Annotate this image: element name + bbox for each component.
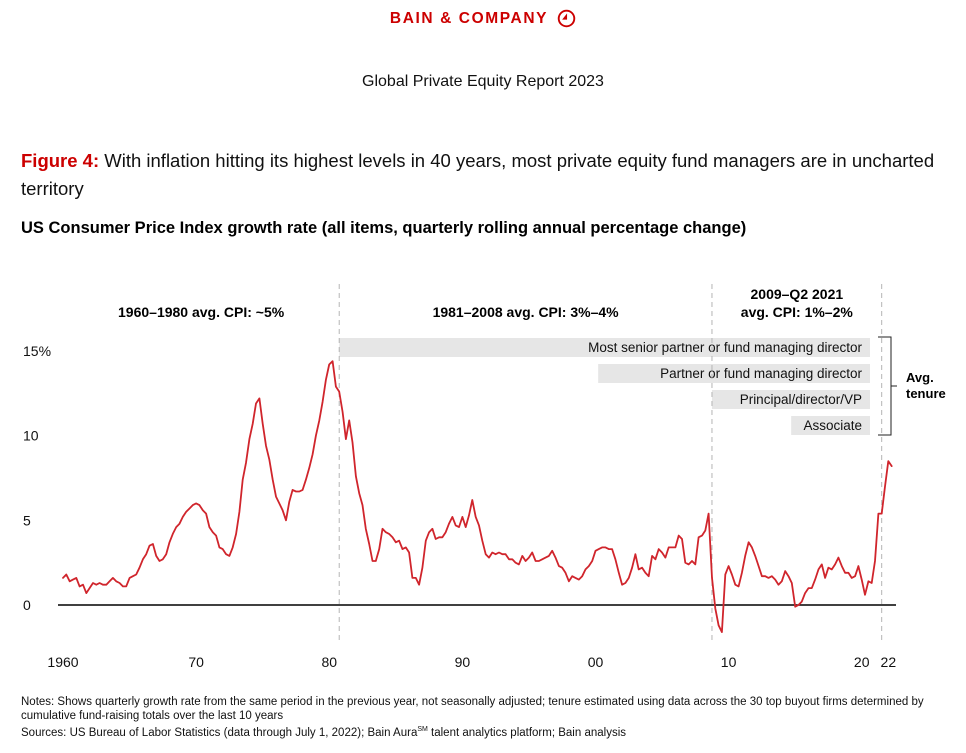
x-tick-label: 00 — [588, 654, 604, 670]
tenure-bar — [339, 338, 870, 357]
x-tick-label: 10 — [721, 654, 737, 670]
bain-logo-icon — [557, 9, 576, 28]
tenure-bar-label: Most senior partner or fund managing dir… — [588, 340, 862, 355]
tenure-bracket — [878, 336, 897, 436]
x-tick-label: 1960 — [47, 654, 78, 670]
cpi-line-chart: Most senior partner or fund managing dir… — [23, 284, 946, 670]
y-tick-label: 5 — [23, 512, 31, 528]
period-label: 1960–1980 avg. CPI: ~5% — [118, 304, 285, 320]
sources-superscript: SM — [417, 726, 428, 734]
x-tick-label: 22 — [881, 654, 897, 670]
tenure-bar — [791, 416, 870, 435]
tenure-bar-label: Partner or fund managing director — [660, 366, 862, 381]
x-tick-label: 20 — [854, 654, 870, 670]
x-tick-label: 70 — [188, 654, 204, 670]
y-tick-label: 10 — [23, 428, 39, 444]
brand-header: BAIN & COMPANY — [0, 9, 966, 28]
y-tick-label: 0 — [23, 597, 31, 613]
period-label: 1981–2008 avg. CPI: 3%–4% — [433, 304, 620, 320]
tenure-label-line2: tenure — [906, 386, 946, 401]
period-label: 2009–Q2 2021 — [751, 286, 844, 302]
notes-text: Notes: Shows quarterly growth rate from … — [21, 696, 924, 722]
sources-text: Sources: US Bureau of Labor Statistics (… — [21, 723, 956, 740]
cpi-series-line — [62, 360, 893, 633]
notes-block: Notes: Shows quarterly growth rate from … — [21, 696, 956, 741]
report-title: Global Private Equity Report 2023 — [362, 73, 604, 90]
sources-suffix: talent analytics platform; Bain analysis — [427, 727, 626, 740]
figure-caption: With inflation hitting its highest level… — [21, 150, 935, 199]
x-tick-label: 80 — [321, 654, 337, 670]
tenure-bar-label: Associate — [803, 418, 862, 433]
period-label-line2: avg. CPI: 1%–2% — [741, 304, 854, 320]
chart-title: US Consumer Price Index growth rate (all… — [21, 219, 747, 237]
brand-name: BAIN & COMPANY — [389, 9, 549, 27]
y-tick-label: 15% — [23, 343, 51, 359]
tenure-bar — [598, 364, 870, 383]
figure-label: Figure 4: — [21, 150, 100, 171]
tenure-bar-label: Principal/director/VP — [740, 392, 862, 407]
sources-prefix: Sources: US Bureau of Labor Statistics (… — [21, 727, 418, 740]
tenure-bar — [711, 390, 870, 409]
figure-heading: Figure 4: With inflation hitting its hig… — [21, 147, 956, 203]
x-tick-label: 90 — [455, 654, 471, 670]
tenure-label-line1: Avg. — [906, 370, 934, 385]
